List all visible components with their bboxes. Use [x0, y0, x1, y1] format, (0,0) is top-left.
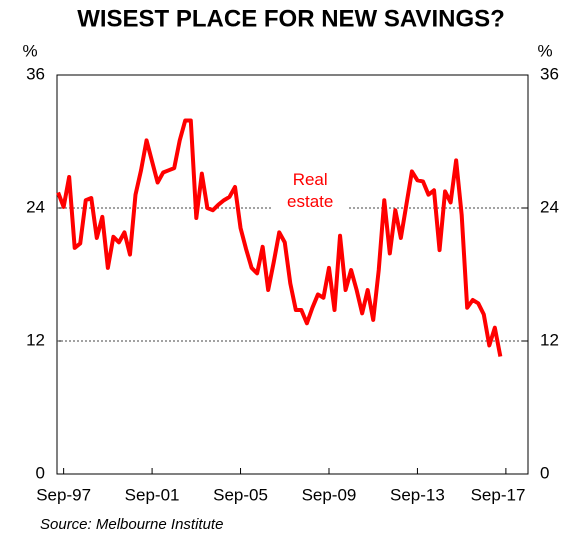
x-tick-label: Sep-17 [471, 485, 526, 504]
chart-title: WISEST PLACE FOR NEW SAVINGS? [77, 5, 505, 32]
x-tick-label: Sep-13 [390, 485, 445, 504]
x-tick-label: Sep-05 [213, 485, 268, 504]
x-tick-label: Sep-01 [125, 485, 180, 504]
source: Source: Melbourne Institute [40, 516, 223, 533]
x-tick-label: Sep-09 [302, 485, 357, 504]
y-tick-label: 24 [26, 197, 45, 216]
y2-unit: % [537, 41, 552, 60]
y2-tick-label: 0 [540, 463, 549, 482]
y2-tick-label: 12 [540, 330, 559, 349]
annotation-bg [272, 166, 349, 215]
annotation: estate [287, 192, 333, 211]
y2-tick-label: 24 [540, 197, 559, 216]
y-tick-label: 12 [26, 330, 45, 349]
plot-frame [56, 74, 529, 475]
line [56, 118, 503, 357]
y-tick-label: 36 [26, 64, 45, 83]
y-tick-label: 0 [36, 463, 45, 482]
annotation: Real [293, 170, 328, 189]
y-unit: % [22, 41, 37, 60]
y2-tick-label: 36 [540, 64, 559, 83]
x-tick-label: Sep-97 [36, 485, 91, 504]
